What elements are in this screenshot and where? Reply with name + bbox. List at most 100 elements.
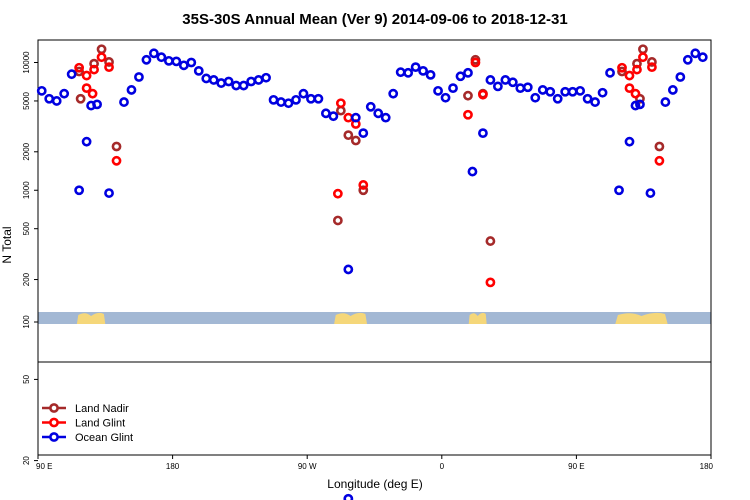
ocean-glint-point [455, 71, 466, 82]
land-nadir-point [654, 141, 665, 152]
ocean-glint-point [358, 128, 369, 139]
ocean-glint-point [253, 75, 264, 85]
legend-marker [49, 403, 59, 413]
ocean-glint-point [74, 185, 85, 196]
land-glint-point [81, 70, 92, 81]
ocean-glint-point [682, 54, 693, 65]
ocean-glint-point [675, 72, 686, 82]
legend: Land Nadir Land Glint Ocean Glint [42, 403, 133, 444]
y-tick-label: 5000 [22, 92, 31, 110]
ocean-glint-point [163, 55, 174, 66]
ocean-glint-point [537, 85, 548, 95]
ocean-glint-point [395, 67, 406, 78]
ocean-glint-point [373, 108, 384, 119]
land-mass [76, 312, 106, 324]
ocean-glint-point [635, 99, 645, 110]
ocean-glint-point [575, 85, 586, 96]
ocean-glint-point [201, 73, 212, 84]
ocean-glint-point [246, 76, 257, 87]
ocean-glint-point [448, 83, 458, 94]
y-tick-label: 200 [22, 272, 31, 286]
ocean-glint-point [186, 57, 197, 68]
legend-label: Land Nadir [75, 403, 129, 415]
ocean-glint-point [320, 108, 331, 119]
land-nadir-point [104, 57, 114, 67]
land-nadir-point [463, 90, 473, 101]
land-glint-point [654, 155, 665, 166]
ocean-glint-point [141, 54, 152, 65]
ocean-glint-point [645, 188, 656, 198]
land-glint-point [358, 180, 369, 190]
ocean-glint-point [478, 128, 488, 139]
ocean-glint-point [238, 80, 249, 91]
ocean-glint-point [624, 136, 635, 147]
ocean-glint-point [343, 264, 354, 275]
ocean-glint-point [545, 86, 556, 97]
land-glint-point [89, 64, 99, 75]
legend-marker [49, 432, 59, 442]
ocean-glint-point [104, 188, 114, 198]
ocean-glint-point [522, 82, 533, 93]
ocean-glint-point [630, 100, 641, 111]
x-tick-label: 90 W [298, 462, 317, 471]
y-tick-label: 2000 [22, 142, 31, 160]
land-nadir-point [647, 57, 657, 67]
y-tick-label: 10000 [22, 51, 31, 74]
ocean-glint-point [667, 85, 678, 95]
land-glint-point [87, 88, 98, 99]
ocean-glint-point [66, 69, 77, 80]
plot-frame [37, 39, 712, 456]
ocean-glint-point [171, 56, 182, 67]
legend-label: Land Glint [75, 418, 125, 430]
ocean-glint-point [350, 112, 361, 123]
land-glint-point [74, 62, 85, 73]
land-nadir-point [75, 93, 86, 104]
x-tick-label: 0 [440, 462, 445, 471]
land-glint-point [647, 62, 657, 73]
land-glint-point [81, 83, 92, 94]
ocean-glint-point [119, 97, 129, 107]
ocean-glint-point [306, 93, 316, 104]
ocean-glint-point [134, 72, 144, 82]
y-tick-label: 50 [22, 374, 31, 383]
ocean-glint-point [223, 76, 234, 87]
ocean-glint-point [590, 97, 600, 107]
ocean-glint-point [59, 88, 70, 99]
land-nadir-point [96, 44, 107, 55]
ocean-glint-point [208, 75, 219, 85]
ocean-glint-point [582, 93, 593, 104]
ocean-glint-point [403, 67, 414, 78]
land-glint-point [463, 109, 473, 120]
ocean-glint-point [298, 88, 309, 99]
ocean-glint-point [388, 88, 399, 99]
ocean-glint-point [467, 166, 478, 177]
x-tick-label: 90 E [568, 462, 584, 471]
land-glint-point [638, 52, 648, 63]
ocean-band [38, 312, 711, 324]
land-glint-point [632, 64, 642, 75]
land-nadir-point [111, 141, 122, 152]
land-glint-point [96, 52, 107, 63]
ocean-glint-point [231, 80, 242, 91]
ocean-glint-point [463, 67, 473, 78]
ocean-glint-point [560, 86, 571, 97]
land-nadir-point [343, 130, 354, 141]
ocean-glint-point [690, 48, 701, 59]
x-axis-label: Longitude (deg E) [327, 477, 422, 491]
land-glint-point [624, 83, 635, 94]
land-mass [615, 312, 668, 324]
ocean-glint-point [178, 60, 189, 71]
ocean-glint-point [343, 493, 354, 500]
land-glint-point [343, 112, 354, 123]
land-nadir-point [350, 135, 361, 146]
ocean-glint-point [507, 77, 518, 88]
data-points [36, 44, 708, 500]
x-tick-label: 180 [700, 462, 714, 471]
ocean-glint-point [51, 96, 62, 106]
ocean-glint-point [365, 101, 376, 112]
ocean-glint-point [410, 62, 421, 73]
land-glint-point [335, 98, 346, 109]
y-tick-label: 100 [22, 315, 31, 329]
ocean-glint-point [380, 112, 391, 123]
